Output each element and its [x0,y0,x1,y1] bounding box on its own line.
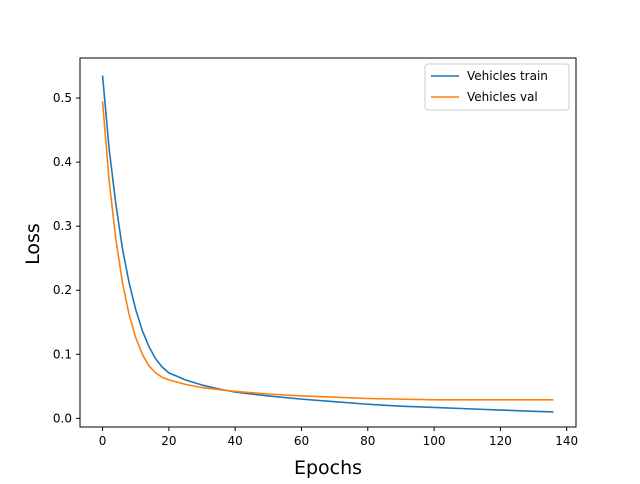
x-tick-label: 140 [555,434,578,448]
x-tick-label: 0 [99,434,107,448]
y-axis-title: Loss [22,223,44,265]
x-tick-label: 120 [489,434,512,448]
y-axis-ticks: 0.0 0.1 0.2 0.3 0.4 0.5 [53,91,80,425]
x-tick-label: 100 [423,434,446,448]
x-tick-label: 40 [228,434,243,448]
series-layer [101,75,554,413]
y-tick-label: 0.4 [53,155,72,169]
y-tick-label: 0.2 [53,283,72,297]
legend-label: Vehicles train [467,69,548,83]
plot-frame [79,57,577,428]
x-tick-label: 80 [360,434,375,448]
legend-label: Vehicles val [467,90,538,104]
x-tick-label: 20 [161,434,176,448]
legend-box [424,63,570,111]
series-line-1 [101,75,554,413]
series-line-2 [101,101,554,401]
y-tick-label: 0.3 [53,219,72,233]
x-tick-label: 60 [294,434,309,448]
y-tick-label: 0.1 [53,347,72,361]
y-tick-label: 0.0 [53,411,72,425]
x-axis-title: Epochs [294,457,362,479]
x-axis-ticks: 0 20 40 60 80 100 120 140 [99,427,578,448]
y-tick-label: 0.5 [53,91,72,105]
legend: Vehicles train Vehicles val [424,63,570,111]
